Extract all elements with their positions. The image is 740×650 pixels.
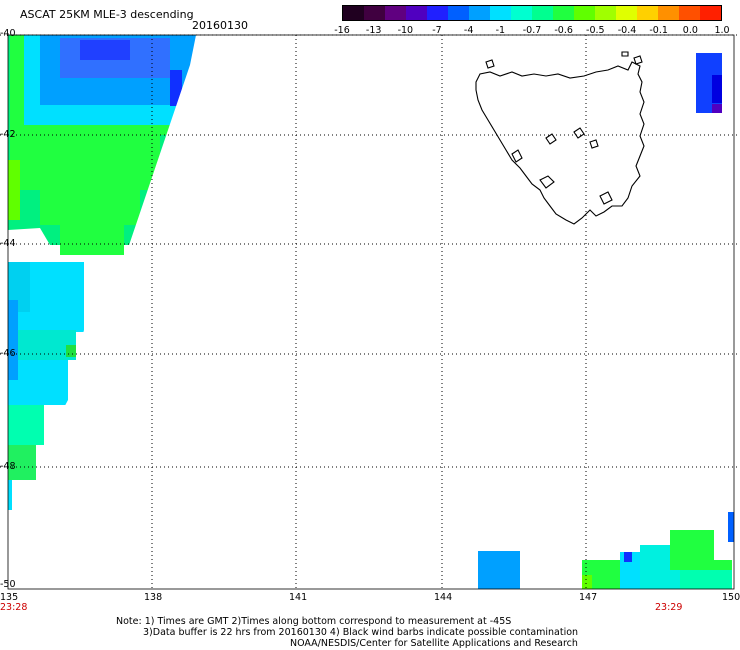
lat-label: -40 [0, 28, 16, 39]
swath-block [8, 445, 36, 480]
color-scale-segment [385, 6, 406, 20]
swath-block [8, 300, 18, 380]
color-scale-segment [469, 6, 490, 20]
color-scale-segment [490, 6, 511, 20]
lat-label: -50 [0, 579, 16, 590]
lon-label: 135 [0, 592, 19, 603]
footer-credit: NOAA/NESDIS/Center for Satellite Applica… [290, 638, 578, 649]
swath-block [40, 190, 140, 225]
lat-label: -48 [0, 461, 16, 472]
lon-label: 144 [434, 592, 453, 603]
swath-block [670, 530, 714, 570]
color-scale-tick-label: -0.1 [649, 25, 668, 36]
swath-block [728, 512, 734, 542]
color-scale-tick-label: -0.4 [617, 25, 637, 36]
color-scale-segment [595, 6, 616, 20]
swath-block [8, 405, 44, 445]
wind-swath-data [8, 35, 734, 589]
color-scale-tick-label: 1.0 [714, 25, 730, 36]
swath-block [170, 70, 182, 106]
color-scale-segment [532, 6, 553, 20]
color-scale-segment [364, 6, 385, 20]
swath-block [8, 330, 76, 360]
swath-block [624, 552, 632, 562]
swath-block [60, 225, 124, 255]
footer-note-2: 3)Data buffer is 22 hrs from 20160130 4)… [143, 627, 579, 638]
color-scale-tick-label: -13 [365, 25, 382, 36]
lon-label: 138 [144, 592, 163, 603]
chart-date: 20160130 [192, 19, 248, 32]
color-scale-segment [637, 6, 658, 20]
lon-label: 150 [722, 592, 740, 603]
tasmania-coastline [475, 51, 645, 225]
pass-time-start: 23:28 [0, 602, 28, 613]
color-scale-tick-label: -7 [432, 25, 442, 36]
swath-block [10, 130, 160, 190]
lon-label: 147 [579, 592, 598, 603]
swath-block [8, 480, 12, 510]
chart-title: ASCAT 25KM MLE-3 descending [20, 8, 194, 21]
color-scale-segment [616, 6, 637, 20]
color-scale-tick-label: 0.0 [682, 25, 698, 36]
color-scale-segment [448, 6, 469, 20]
color-scale-tick-label: -16 [334, 25, 350, 36]
color-scale-bar [342, 5, 722, 21]
pass-time-end: 23:29 [655, 602, 683, 613]
swath-block [712, 75, 722, 103]
color-scale-tick-label: -10 [397, 25, 414, 36]
color-scale-segment [406, 6, 427, 20]
lat-label: -46 [0, 348, 16, 359]
swath-block [680, 570, 732, 589]
footer-note-1: Note: 1) Times are GMT 2)Times along bot… [116, 616, 512, 627]
color-scale-tick-label: -4 [463, 25, 474, 36]
swath-block [8, 262, 30, 312]
swath-block [712, 104, 722, 113]
color-scale-tick-label: -1 [495, 25, 506, 36]
swath-block [8, 160, 20, 220]
color-scale-segment [511, 6, 532, 20]
swath-block [66, 345, 76, 357]
color-scale-labels: -16 -13 -10 -7 -4 -1 -0.7 -0.6 -0.5 -0.4 -0.1 0.0 1.… [330, 26, 735, 38]
color-scale-tick-label: -0.5 [586, 25, 605, 36]
lat-label: -44 [0, 238, 16, 249]
swath-block [80, 40, 130, 60]
color-scale-segment [700, 6, 721, 20]
color-scale-segment [427, 6, 448, 20]
map-frame [7, 34, 735, 590]
color-scale-tick-label: -0.7 [522, 25, 542, 36]
color-scale-segment [343, 6, 364, 20]
swath-block [478, 551, 520, 589]
lon-label: 141 [289, 592, 308, 603]
color-scale-tick-label: -0.6 [554, 25, 573, 36]
swath-block [582, 575, 592, 589]
color-scale-segment [679, 6, 700, 20]
color-scale-segment [658, 6, 679, 20]
lat-label: -42 [0, 129, 16, 140]
color-scale-segment [574, 6, 595, 20]
color-scale-segment [553, 6, 574, 20]
